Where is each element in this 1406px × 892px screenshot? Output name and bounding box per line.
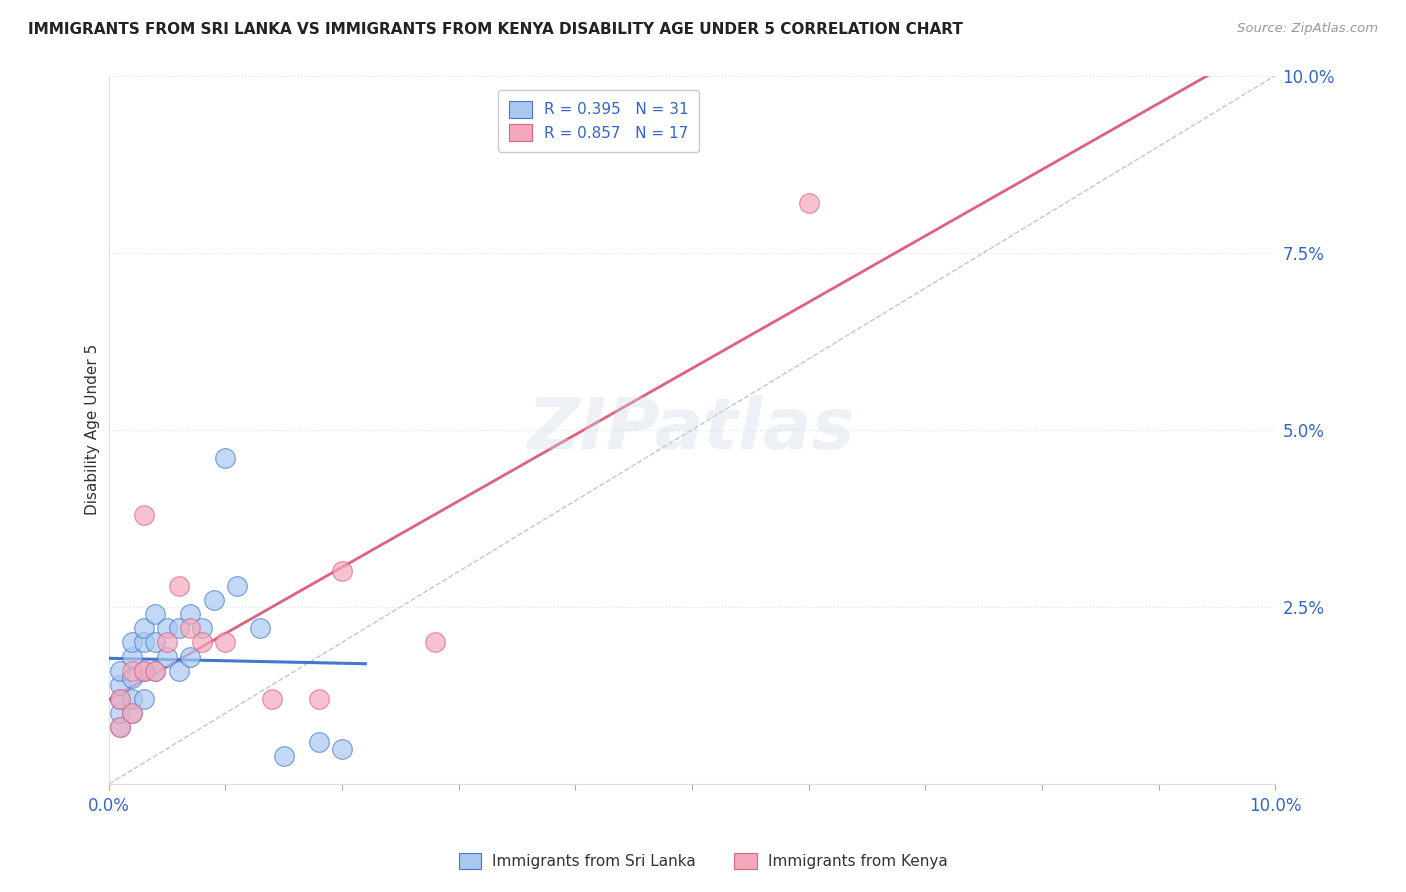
Point <box>156 635 179 649</box>
Point <box>308 692 330 706</box>
Point <box>249 621 271 635</box>
Point <box>214 451 236 466</box>
Point <box>132 508 155 522</box>
Point <box>262 692 284 706</box>
Point <box>179 621 201 635</box>
Point <box>167 621 190 635</box>
Y-axis label: Disability Age Under 5: Disability Age Under 5 <box>86 344 100 516</box>
Point <box>121 692 143 706</box>
Text: ZIPatlas: ZIPatlas <box>529 395 856 465</box>
Text: Source: ZipAtlas.com: Source: ZipAtlas.com <box>1237 22 1378 36</box>
Point <box>145 635 167 649</box>
Point <box>121 671 143 685</box>
Point <box>330 741 353 756</box>
Point <box>121 706 143 721</box>
Point <box>156 621 179 635</box>
Point <box>273 748 295 763</box>
Point <box>226 579 249 593</box>
Point <box>145 607 167 621</box>
Point <box>110 664 132 678</box>
Text: IMMIGRANTS FROM SRI LANKA VS IMMIGRANTS FROM KENYA DISABILITY AGE UNDER 5 CORREL: IMMIGRANTS FROM SRI LANKA VS IMMIGRANTS … <box>28 22 963 37</box>
Point <box>110 720 132 734</box>
Point <box>121 635 143 649</box>
Point <box>308 734 330 748</box>
Point <box>191 635 214 649</box>
Point <box>330 565 353 579</box>
Point <box>132 635 155 649</box>
Point <box>797 196 820 211</box>
Point <box>156 649 179 664</box>
Point <box>214 635 236 649</box>
Point <box>179 607 201 621</box>
Point <box>167 579 190 593</box>
Point <box>202 592 225 607</box>
Point <box>145 664 167 678</box>
Point <box>110 692 132 706</box>
Point <box>132 621 155 635</box>
Point <box>121 649 143 664</box>
Point <box>110 706 132 721</box>
Legend: R = 0.395   N = 31, R = 0.857   N = 17: R = 0.395 N = 31, R = 0.857 N = 17 <box>498 90 699 152</box>
Point <box>121 706 143 721</box>
Point <box>145 664 167 678</box>
Point <box>425 635 447 649</box>
Point <box>191 621 214 635</box>
Legend: Immigrants from Sri Lanka, Immigrants from Kenya: Immigrants from Sri Lanka, Immigrants fr… <box>453 847 953 875</box>
Point <box>110 692 132 706</box>
Point <box>121 664 143 678</box>
Point <box>132 664 155 678</box>
Point <box>110 720 132 734</box>
Point <box>132 664 155 678</box>
Point <box>110 678 132 692</box>
Point <box>132 692 155 706</box>
Point <box>179 649 201 664</box>
Point <box>167 664 190 678</box>
